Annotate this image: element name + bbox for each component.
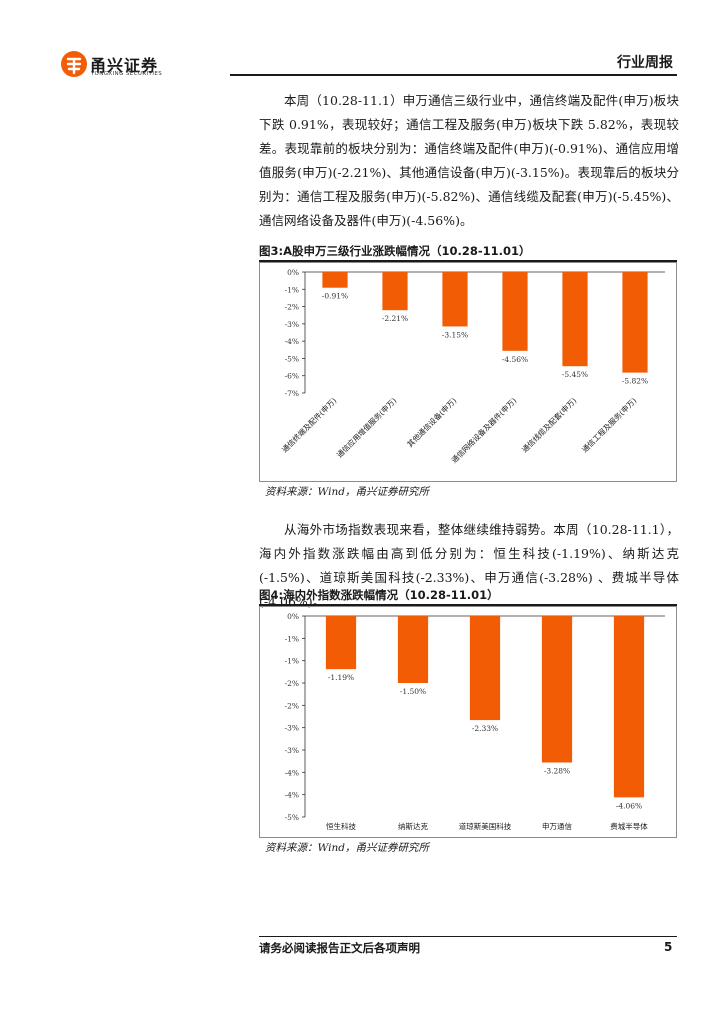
logo-icon [61,51,87,77]
bar [442,272,468,327]
bar [469,616,501,721]
page-header: 甬兴证券 YONGXING SECURITIES 行业周报 [60,48,677,78]
data-label: -4.56% [502,355,528,364]
y-tick-label: -6% [285,372,299,381]
header-divider [230,74,677,76]
bar [613,616,645,798]
y-tick-label: 0% [287,268,299,277]
figure3-svg: 0% -1% -2% -3% -4% -5% -6% -7% -0.91% 通信终端及配件(申万)… [279,268,665,465]
company-logo: 甬兴证券 YONGXING SECURITIES [60,48,220,80]
y-tick-label: -3% [285,724,299,733]
data-label: -1.50% [400,687,426,696]
y-tick-label: -3% [285,746,299,755]
figure4-chart: 0% -1% -1% -2% -2% -3% -3% -4% -4% -5% -1.19% 恒生科技 -… [259,606,677,838]
paragraph-overseas-indices: 从海外市场指数表现来看，整体继续维持弱势。本周（10.28-11.1），海内外指… [259,518,679,614]
data-label: -5.45% [562,370,588,379]
y-tick-label: -1% [285,657,299,666]
figure3-source: 资料来源：Wind，甬兴证券研究所 [265,486,429,498]
bar [397,616,429,683]
y-tick-label: -5% [285,354,299,363]
figure3-title-rule [259,260,677,262]
data-label: -5.82% [622,377,648,386]
y-tick-label: -3% [285,320,299,329]
figure4-title-rule [259,604,677,606]
logo-text: 甬兴证券 [90,56,159,75]
figure3-chart: 0% -1% -2% -3% -4% -5% -6% -7% -0.91% 通信终端及配件(申万)… [259,262,677,482]
y-tick-label: -7% [285,389,299,398]
x-tick-label: 费城半导体 [610,821,648,831]
bar [502,272,528,351]
figure4-svg: 0% -1% -1% -2% -2% -3% -3% -4% -4% -5% -1.19% 恒生科技 -… [285,612,665,831]
page-number: 5 [664,940,673,954]
y-tick-label: 0% [287,612,299,621]
paragraph-text: 从海外市场指数表现来看，整体继续维持弱势。本周（10.28-11.1），海内外指… [259,522,679,609]
data-label: -2.21% [382,314,408,323]
bar [325,616,357,670]
paragraph-text: 本周（10.28-11.1）申万通信三级行业中，通信终端及配件(申万)板块下跌 … [259,93,679,228]
x-tick-label: 通信终端及配件(申万) [279,395,338,454]
x-tick-label: 恒生科技 [326,821,356,831]
data-label: -3.15% [442,330,468,339]
footer-disclaimer: 请务必阅读报告正文后各项声明 [259,941,420,955]
data-label: -4.06% [616,801,642,810]
x-tick-label: 纳斯达克 [398,821,428,831]
figure3-title: 图3:A股申万三级行业涨跌幅情况（10.28-11.01） [259,244,531,258]
bar [562,272,588,367]
x-tick-label: 通信网络设备及器件(申万) [449,395,519,465]
x-tick-label: 申万通信 [542,821,572,831]
x-tick-label: 通信线缆及配套(申万) [519,395,578,454]
y-tick-label: -4% [285,791,299,800]
y-tick-label: -4% [285,337,299,346]
bar [322,272,348,288]
figure4-source: 资料来源：Wind，甬兴证券研究所 [265,842,429,854]
y-tick-label: -2% [285,303,299,312]
data-label: -1.19% [328,673,354,682]
x-tick-label: 通信工程及服务(申万) [579,395,638,454]
bar [541,616,573,763]
footer-divider [259,936,677,937]
data-label: -0.91% [322,292,348,301]
x-tick-label: 通信应用增值服务(申万) [334,395,398,459]
logo-subtext: YONGXING SECURITIES [91,71,163,77]
x-tick-label: 道琼斯美国科技 [459,821,512,831]
y-tick-label: -2% [285,679,299,688]
data-label: -2.33% [472,724,498,733]
paragraph-sector-performance: 本周（10.28-11.1）申万通信三级行业中，通信终端及配件(申万)板块下跌 … [259,89,679,233]
figure4-title: 图4:海内外指数涨跌幅情况（10.28-11.01） [259,588,499,602]
bar [382,272,408,311]
x-tick-label: 其他通信设备(申万) [405,395,459,449]
report-type: 行业周报 [617,55,673,71]
bar [622,272,648,373]
y-tick-label: -2% [285,701,299,710]
y-tick-label: -5% [285,813,299,822]
y-tick-label: -1% [285,285,299,294]
y-tick-label: -4% [285,768,299,777]
y-tick-label: -1% [285,634,299,643]
data-label: -3.28% [544,767,570,776]
